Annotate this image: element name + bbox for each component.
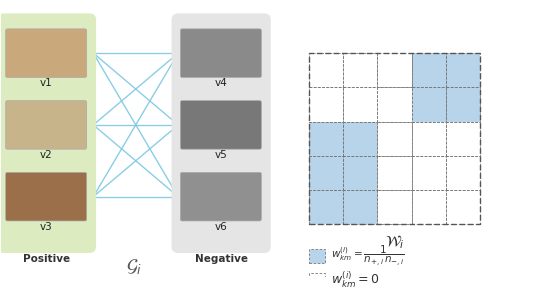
FancyBboxPatch shape	[6, 172, 87, 221]
Text: v1: v1	[40, 78, 53, 88]
FancyBboxPatch shape	[180, 101, 261, 149]
Bar	[446, 190, 480, 224]
Bar	[446, 190, 480, 224]
Text: v2: v2	[40, 150, 53, 160]
Bar	[343, 156, 378, 190]
Bar	[378, 156, 411, 190]
Bar	[378, 87, 411, 122]
Bar	[309, 156, 343, 190]
Bar	[309, 122, 343, 156]
Bar	[343, 156, 378, 190]
FancyBboxPatch shape	[0, 13, 96, 253]
Bar	[309, 156, 343, 190]
Bar	[411, 122, 446, 156]
FancyBboxPatch shape	[171, 13, 271, 253]
Bar	[411, 53, 446, 87]
Text: v6: v6	[215, 222, 228, 231]
Bar	[446, 87, 480, 122]
Bar	[343, 190, 378, 224]
FancyBboxPatch shape	[180, 172, 261, 221]
Bar	[378, 53, 411, 87]
Bar	[411, 87, 446, 122]
Bar	[343, 122, 378, 156]
Bar	[378, 190, 411, 224]
Bar	[309, 53, 343, 87]
Text: v5: v5	[215, 150, 228, 160]
Bar	[446, 53, 480, 87]
Bar	[378, 122, 411, 156]
Bar	[378, 122, 411, 156]
Bar	[309, 53, 343, 87]
Bar	[343, 87, 378, 122]
FancyBboxPatch shape	[180, 29, 261, 77]
Bar	[309, 273, 325, 287]
Bar	[411, 156, 446, 190]
Bar	[378, 156, 411, 190]
FancyBboxPatch shape	[6, 101, 87, 149]
Bar	[343, 53, 378, 87]
Bar	[378, 190, 411, 224]
FancyBboxPatch shape	[6, 29, 87, 77]
Bar	[343, 190, 378, 224]
Bar	[343, 122, 378, 156]
Text: $w_{km}^{(i)} = \dfrac{1}{n_{+,i}\,n_{-,i}}$: $w_{km}^{(i)} = \dfrac{1}{n_{+,i}\,n_{-,…	[331, 244, 405, 268]
Bar	[309, 190, 343, 224]
Bar	[446, 122, 480, 156]
Bar	[411, 53, 446, 87]
Text: $w_{km}^{(i)} = 0$: $w_{km}^{(i)} = 0$	[331, 270, 379, 290]
Bar	[343, 53, 378, 87]
Bar	[343, 87, 378, 122]
Bar	[446, 156, 480, 190]
Bar	[378, 87, 411, 122]
Text: $\mathcal{G}_i$: $\mathcal{G}_i$	[126, 257, 142, 276]
Bar	[309, 249, 325, 263]
Bar	[411, 190, 446, 224]
Bar	[411, 156, 446, 190]
Bar	[446, 122, 480, 156]
Bar	[446, 87, 480, 122]
Bar	[446, 156, 480, 190]
Text: Positive: Positive	[23, 254, 70, 264]
Bar	[309, 190, 343, 224]
Bar	[309, 87, 343, 122]
Bar	[411, 87, 446, 122]
Bar	[446, 53, 480, 87]
Text: v3: v3	[40, 222, 53, 231]
Bar	[378, 53, 411, 87]
Text: Negative: Negative	[195, 254, 248, 264]
Bar	[411, 190, 446, 224]
Bar	[309, 87, 343, 122]
Bar	[309, 122, 343, 156]
Bar	[309, 53, 480, 224]
Text: v4: v4	[215, 78, 228, 88]
Text: $\mathcal{W}_i$: $\mathcal{W}_i$	[385, 234, 404, 251]
Bar	[411, 122, 446, 156]
